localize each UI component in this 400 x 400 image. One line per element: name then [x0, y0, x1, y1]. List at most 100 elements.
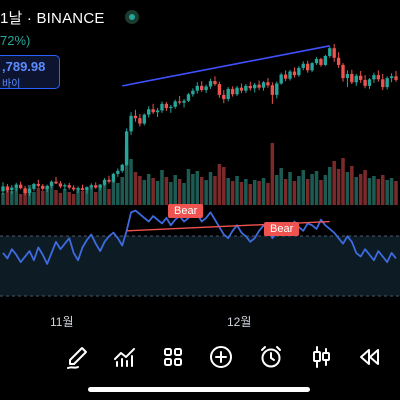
- volume-bar: [248, 184, 253, 205]
- volume-bar: [217, 164, 222, 205]
- volume-bar: [336, 169, 341, 205]
- candle-body: [350, 73, 354, 83]
- volume-bar: [314, 171, 319, 205]
- candle-body: [120, 164, 124, 171]
- volume-bar: [146, 174, 151, 205]
- volume-bar: [124, 147, 129, 205]
- home-indicator[interactable]: [88, 387, 310, 392]
- replay-icon: [360, 349, 379, 365]
- candle-body: [54, 181, 58, 184]
- volume-bar: [63, 189, 67, 205]
- volume-bar: [54, 190, 58, 205]
- candle-body: [288, 71, 292, 79]
- layouts-button[interactable]: [160, 344, 186, 370]
- candle-body: [253, 84, 257, 89]
- candle-body: [217, 84, 222, 95]
- candle-body: [151, 109, 155, 113]
- volume-bar: [376, 179, 381, 205]
- volume-bar: [76, 188, 80, 205]
- buy-label: 바이: [2, 79, 21, 90]
- candle-body: [389, 76, 394, 79]
- volume-bar: [155, 181, 160, 205]
- symbol-title[interactable]: 1날 · BINANCE: [0, 9, 105, 27]
- volume-bar: [1, 193, 5, 205]
- volume-bar: [279, 168, 283, 205]
- candle-body: [58, 183, 63, 187]
- candle-body: [332, 48, 336, 58]
- candle-body: [279, 74, 283, 84]
- candle-body: [319, 58, 323, 65]
- candle-body: [177, 101, 182, 103]
- bottom-toolbar: [0, 340, 400, 374]
- candle-body: [275, 83, 279, 95]
- candle-body: [45, 185, 49, 189]
- replay-button[interactable]: [356, 344, 382, 370]
- x-axis-label-nov: 11월: [50, 315, 74, 329]
- candle-body: [80, 188, 85, 191]
- candle-body: [200, 85, 204, 91]
- draw-button[interactable]: [64, 344, 90, 370]
- volume-bar: [71, 194, 76, 205]
- candle-body: [133, 115, 138, 119]
- candle-body: [341, 64, 345, 79]
- volume-bar: [367, 178, 372, 205]
- candle-body: [381, 79, 385, 88]
- volume-bar: [98, 187, 102, 205]
- candle-body: [257, 84, 261, 88]
- candle-body: [292, 71, 297, 76]
- candle-body: [266, 82, 270, 86]
- indicators-icon: [114, 348, 135, 367]
- volume-bar: [138, 176, 142, 205]
- candle-body: [385, 78, 389, 88]
- volume-bar: [49, 183, 54, 205]
- candle-body: [18, 184, 23, 189]
- x-axis-label-dec: 12월: [227, 315, 252, 329]
- candle-body: [301, 63, 305, 68]
- candle-body: [367, 79, 372, 86]
- candle-body: [213, 81, 217, 85]
- volume-bar: [319, 180, 323, 205]
- volume-bar: [328, 167, 332, 205]
- candle-body: [359, 75, 363, 80]
- alert-button[interactable]: [258, 344, 284, 370]
- buy-button[interactable]: ,789.98 바이: [0, 55, 60, 90]
- add-button[interactable]: [208, 344, 234, 370]
- volume-bar: [10, 191, 14, 205]
- candle-body: [394, 76, 398, 80]
- volume-bar: [102, 184, 107, 205]
- volume-bar: [23, 190, 27, 205]
- volume-bar: [301, 170, 306, 205]
- candle-body: [27, 188, 32, 194]
- candle-body: [164, 103, 169, 109]
- price-change: 72%): [0, 33, 31, 48]
- symbol-header[interactable]: 1날 · BINANCE: [0, 6, 105, 28]
- volume-bar: [394, 181, 398, 205]
- candle-body: [49, 181, 54, 186]
- candle-body: [270, 85, 275, 95]
- candle-body: [32, 184, 36, 189]
- candle-body: [208, 81, 213, 87]
- candle-body: [306, 63, 310, 71]
- candle-body: [372, 75, 376, 80]
- volume-bar: [58, 193, 63, 205]
- candle-body: [160, 103, 164, 111]
- volume-bar: [341, 158, 345, 205]
- rsi-chart[interactable]: [0, 0, 400, 300]
- rsi-layer: [2, 209, 397, 265]
- rsi-line: [2, 209, 397, 265]
- indicators-button[interactable]: [112, 344, 138, 370]
- price-chart[interactable]: [0, 0, 400, 210]
- volume-bar: [230, 181, 235, 205]
- chart-type-button[interactable]: [308, 344, 334, 370]
- volume-bar: [297, 176, 301, 205]
- volume-bar: [182, 183, 186, 205]
- candle-body: [1, 186, 5, 192]
- candle-body: [314, 58, 319, 64]
- volume-bars: [1, 143, 398, 205]
- candle-body: [328, 48, 332, 56]
- candle-body: [354, 75, 358, 83]
- candle-body: [376, 75, 381, 80]
- volume-bar: [239, 182, 244, 205]
- candle-body: [89, 185, 93, 188]
- volume-bar: [257, 181, 261, 205]
